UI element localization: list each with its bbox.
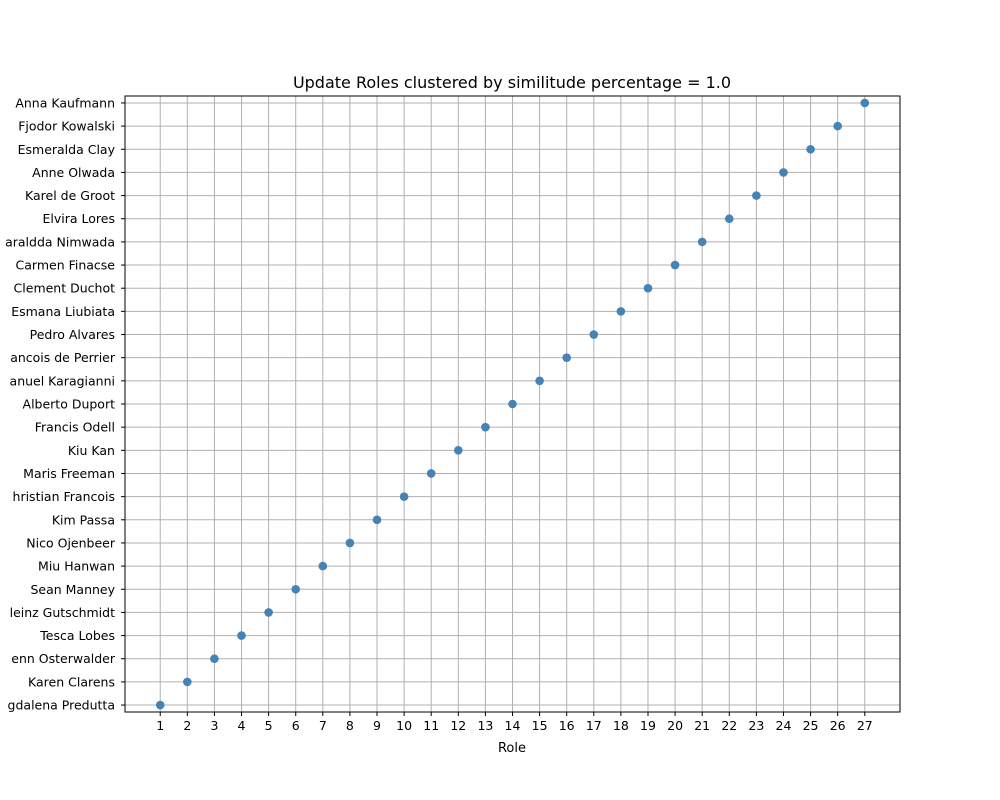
y-tick-label: Clement Duchot xyxy=(14,281,116,296)
x-tick-label: 2 xyxy=(183,718,191,733)
x-axis-label: Role xyxy=(498,741,526,756)
data-point xyxy=(724,214,734,224)
data-point xyxy=(426,469,436,478)
y-tick-label: Elvira Lores xyxy=(43,211,115,226)
x-tick-label: 7 xyxy=(319,718,327,733)
y-axis-ticks: gdalena Predutta Karen Clarens enn Osterwa… xyxy=(5,95,125,713)
y-tick-label: Esmeralda Clay xyxy=(18,142,116,157)
y-tick-label: hristian Francois xyxy=(13,489,115,504)
x-tick-label: 21 xyxy=(694,718,710,733)
y-tick-label: Carmen Finacse xyxy=(16,258,116,273)
x-tick-label: 25 xyxy=(803,718,819,733)
x-tick-label: 11 xyxy=(423,718,439,733)
data-point xyxy=(345,538,355,548)
data-point xyxy=(806,144,815,154)
x-axis-ticks: 1 2 3 4 5 6 7 8 9 10 11 12 13 14 15 16 17 18 19 20 21 22 23 24 2… xyxy=(156,712,873,733)
data-point xyxy=(589,330,599,339)
y-tick-label: Pedro Alvares xyxy=(30,327,115,342)
data-point xyxy=(399,492,409,501)
chart-title: Update Roles clustered by similitude per… xyxy=(293,73,731,92)
data-point xyxy=(155,700,165,710)
y-tick-label: enn Osterwalder xyxy=(11,651,116,666)
x-tick-label: 3 xyxy=(210,718,218,733)
y-tick-label: Fjodor Kowalski xyxy=(18,119,115,134)
x-tick-label: 9 xyxy=(373,718,381,733)
data-point xyxy=(264,608,273,617)
x-tick-label: 17 xyxy=(586,718,602,733)
x-tick-label: 12 xyxy=(450,718,466,733)
data-point xyxy=(670,260,680,270)
x-tick-label: 27 xyxy=(857,718,873,733)
y-tick-label: gdalena Predutta xyxy=(8,698,115,713)
data-point xyxy=(643,283,653,293)
data-point xyxy=(454,446,463,455)
data-point xyxy=(779,168,788,177)
y-tick-label: Karen Clarens xyxy=(28,674,115,689)
x-tick-label: 14 xyxy=(505,718,521,733)
y-tick-label: Kiu Kan xyxy=(68,443,115,458)
y-tick-label: Tesca Lobes xyxy=(39,628,115,643)
x-tick-label: 8 xyxy=(346,718,354,733)
data-point xyxy=(481,422,490,432)
data-point xyxy=(508,399,517,409)
data-point xyxy=(535,376,544,386)
x-tick-label: 6 xyxy=(292,718,300,733)
x-tick-label: 22 xyxy=(721,718,737,733)
y-tick-label: Francis Odell xyxy=(35,420,115,435)
x-tick-label: 23 xyxy=(748,718,764,733)
data-point xyxy=(372,515,382,525)
x-tick-label: 20 xyxy=(667,718,683,733)
data-point xyxy=(562,353,571,362)
y-tick-label: Miu Hanwan xyxy=(38,559,115,574)
x-tick-label: 15 xyxy=(532,718,548,733)
grid-lines xyxy=(125,96,900,712)
data-point xyxy=(291,584,301,594)
y-tick-label: Kim Passa xyxy=(52,512,115,527)
y-tick-label: leinz Gutschmidt xyxy=(10,605,115,620)
data-point xyxy=(752,191,761,200)
data-point xyxy=(210,654,219,664)
y-tick-label: Karel de Groot xyxy=(25,188,115,203)
x-tick-label: 18 xyxy=(613,718,629,733)
y-tick-label: Nico Ojenbeer xyxy=(26,535,116,550)
data-point xyxy=(833,121,842,131)
data-points xyxy=(155,98,870,710)
x-tick-label: 5 xyxy=(265,718,273,733)
data-point xyxy=(697,237,707,247)
x-tick-label: 10 xyxy=(396,718,412,733)
y-tick-label: anuel Karagianni xyxy=(10,373,115,388)
data-point xyxy=(183,677,192,687)
y-tick-label: araldda Nimwada xyxy=(5,234,115,249)
y-tick-label: Anna Kaufmann xyxy=(15,95,115,110)
x-tick-label: 1 xyxy=(156,718,164,733)
data-point xyxy=(237,631,246,640)
x-tick-label: 13 xyxy=(477,718,493,733)
data-point xyxy=(318,561,328,571)
y-tick-label: Esmana Liubiata xyxy=(11,304,115,319)
y-tick-label: ancois de Perrier xyxy=(10,350,116,365)
x-tick-label: 24 xyxy=(776,718,792,733)
data-point xyxy=(616,307,626,316)
y-tick-label: Anne Olwada xyxy=(32,165,115,180)
x-tick-label: 16 xyxy=(559,718,575,733)
x-tick-label: 4 xyxy=(238,718,246,733)
y-tick-label: Sean Manney xyxy=(30,582,115,597)
data-point xyxy=(860,98,870,108)
x-tick-label: 26 xyxy=(830,718,846,733)
y-tick-label: Maris Freeman xyxy=(23,466,115,481)
y-tick-label: Alberto Duport xyxy=(23,397,116,412)
x-tick-label: 19 xyxy=(640,718,656,733)
